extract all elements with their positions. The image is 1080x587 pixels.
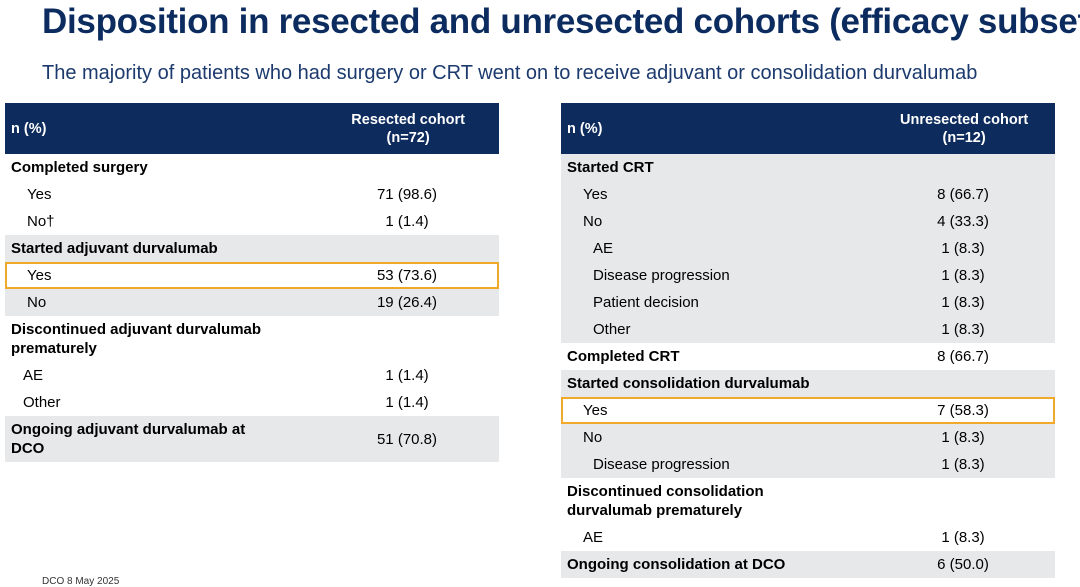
section-row: Started adjuvant durvalumab	[5, 235, 499, 262]
item-label: No	[27, 294, 47, 311]
section-heading: Completed CRT	[567, 348, 680, 365]
section-value: 6 (50.0)	[937, 556, 989, 573]
item-value: 8 (66.7)	[937, 186, 989, 203]
item-value: 71 (98.6)	[376, 186, 438, 203]
cohort-name: Unresected cohort	[900, 111, 1029, 128]
item-label: Other	[23, 394, 61, 411]
item-label: AE	[23, 367, 44, 384]
item-label: Yes	[583, 186, 608, 203]
section-heading: Ongoing consolidation at DCO	[567, 556, 786, 573]
section-heading: Completed surgery	[11, 159, 148, 176]
cohort-n: (n=12)	[942, 129, 986, 146]
item-row: AE 1 (8.3)	[561, 524, 1055, 551]
item-label: No	[583, 429, 603, 446]
item-value: 1 (8.3)	[941, 429, 985, 446]
item-row: No 1 (8.3)	[561, 424, 1055, 451]
section-heading: Discontinued adjuvant durvalumab prematu…	[11, 321, 262, 357]
item-label: Disease progression	[593, 456, 730, 473]
section-heading: Ongoing adjuvant durvalumab at DCO	[11, 421, 246, 457]
section-heading: Started adjuvant durvalumab	[11, 240, 218, 257]
table-header: n (%) Unresected cohort (n=12)	[561, 103, 1055, 154]
section-value: 51 (70.8)	[376, 430, 438, 448]
section-row: Ongoing adjuvant durvalumab at DCO 51 (70…	[5, 416, 499, 462]
cohort-n: (n=72)	[386, 129, 430, 146]
section-heading: Discontinued consolidation durvalumab pr…	[567, 483, 764, 519]
item-value: 1 (8.3)	[941, 456, 985, 473]
item-label: Other	[593, 321, 631, 338]
header-label: n (%)	[11, 120, 47, 137]
item-row: Yes 7 (58.3)	[561, 397, 1055, 424]
item-row: Other 1 (8.3)	[561, 316, 1055, 343]
item-label: No	[583, 213, 603, 230]
item-label: AE	[593, 240, 614, 257]
item-value: 53 (73.6)	[376, 267, 438, 284]
item-value: 1 (1.4)	[385, 367, 429, 384]
item-row: Other 1 (1.4)	[5, 389, 499, 416]
section-value: 8 (66.7)	[937, 348, 989, 365]
section-row: Discontinued adjuvant durvalumab prematu…	[5, 316, 499, 362]
item-row: AE 1 (1.4)	[5, 362, 499, 389]
resected-table: n (%) Resected cohort (n=72) Completed surg…	[5, 103, 499, 462]
section-heading: Started consolidation durvalumab	[567, 375, 810, 392]
item-row: No 4 (33.3)	[561, 208, 1055, 235]
item-label: Patient decision	[593, 294, 699, 311]
item-value: 19 (26.4)	[376, 294, 438, 311]
item-value: 1 (8.3)	[941, 240, 985, 257]
unresected-table: n (%) Unresected cohort (n=12) Started CRT Y…	[561, 103, 1055, 578]
item-label: Disease progression	[593, 267, 730, 284]
item-value: 1 (1.4)	[385, 213, 429, 230]
item-value: 1 (1.4)	[385, 394, 429, 411]
section-row: Started consolidation durvalumab	[561, 370, 1055, 397]
subtitle: The majority of patients who had surgery…	[42, 62, 978, 84]
header-label: n (%)	[567, 120, 603, 137]
section-row: Ongoing consolidation at DCO 6 (50.0)	[561, 551, 1055, 578]
item-value: 4 (33.3)	[937, 213, 989, 230]
item-value: 1 (8.3)	[941, 267, 985, 284]
header-cohort: Unresected cohort (n=12)	[873, 111, 1055, 147]
item-value: 1 (8.3)	[941, 529, 985, 546]
item-value: 7 (58.3)	[937, 402, 989, 419]
item-label: Yes	[27, 267, 52, 284]
header-cohort: Resected cohort (n=72)	[317, 111, 499, 147]
item-row: Yes 53 (73.6)	[5, 262, 499, 289]
item-row: Patient decision 1 (8.3)	[561, 289, 1055, 316]
item-row: Yes 8 (66.7)	[561, 181, 1055, 208]
item-row: AE 1 (8.3)	[561, 235, 1055, 262]
item-label: Yes	[27, 186, 52, 203]
item-label: No†	[27, 213, 55, 230]
title: Disposition in resected and unresected c…	[42, 2, 1080, 41]
section-row: Completed CRT 8 (66.7)	[561, 343, 1055, 370]
section-row: Discontinued consolidation durvalumab pr…	[561, 478, 1055, 524]
item-label: Yes	[583, 402, 608, 419]
section-heading: Started CRT	[567, 159, 654, 176]
item-value: 1 (8.3)	[941, 294, 985, 311]
item-row: Disease progression 1 (8.3)	[561, 451, 1055, 478]
item-row: No 19 (26.4)	[5, 289, 499, 316]
section-row: Started CRT	[561, 154, 1055, 181]
cohort-name: Resected cohort	[351, 111, 465, 128]
table-header: n (%) Resected cohort (n=72)	[5, 103, 499, 154]
item-row: No† 1 (1.4)	[5, 208, 499, 235]
footnote: DCO 8 May 2025	[42, 576, 120, 587]
item-label: AE	[583, 529, 604, 546]
item-row: Disease progression 1 (8.3)	[561, 262, 1055, 289]
section-row: Completed surgery	[5, 154, 499, 181]
item-value: 1 (8.3)	[941, 321, 985, 338]
item-row: Yes 71 (98.6)	[5, 181, 499, 208]
